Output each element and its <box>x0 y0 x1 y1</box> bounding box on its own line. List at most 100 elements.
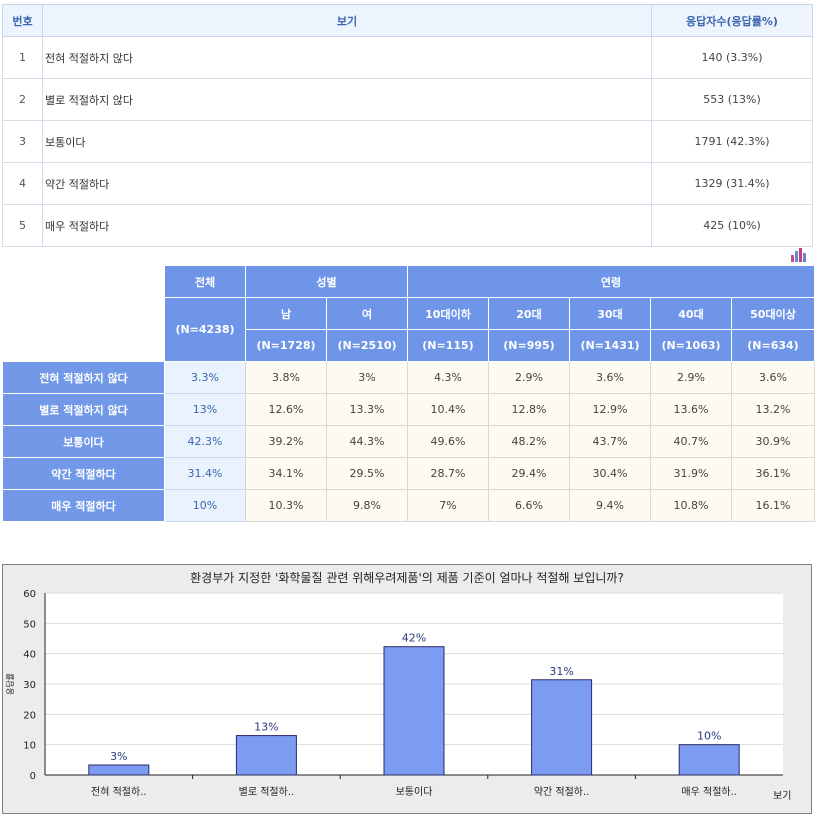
summary-row-value: 140 (3.3%) <box>651 36 813 79</box>
crosstab-column-n: (N=1063) <box>650 329 732 362</box>
crosstab-column-header: 50대이상 <box>731 297 815 330</box>
crosstab-column-header: 30대 <box>569 297 651 330</box>
bar-data-label: 13% <box>254 721 278 734</box>
crosstab-column-header: 10대이하 <box>407 297 489 330</box>
summary-row: 3 보통이다 1791 (42.3%) <box>2 120 813 163</box>
x-axis-label: 보기 <box>773 790 791 802</box>
summary-header-label: 보기 <box>42 4 652 37</box>
crosstab-row-label: 약간 적절하다 <box>2 457 165 490</box>
summary-row-label: 약간 적절하다 <box>42 162 652 205</box>
bar-data-label: 31% <box>549 665 573 678</box>
crosstab-cell: 36.1% <box>731 457 815 490</box>
crosstab-cell: 10.3% <box>245 489 327 522</box>
crosstab-cell: 30.9% <box>731 425 815 458</box>
crosstab-row-label: 매우 적절하다 <box>2 489 165 522</box>
crosstab-row-total: 42.3% <box>164 425 246 458</box>
crosstab-group-header: 연령 <box>407 265 815 298</box>
crosstab-cell: 48.2% <box>488 425 570 458</box>
crosstab-cell: 43.7% <box>569 425 651 458</box>
summary-row-label: 보통이다 <box>42 120 652 163</box>
crosstab-column-n: (N=634) <box>731 329 815 362</box>
summary-row-no: 3 <box>2 120 43 163</box>
summary-row-no: 2 <box>2 78 43 121</box>
crosstab-cell: 9.8% <box>326 489 408 522</box>
crosstab-column-n: (N=1431) <box>569 329 651 362</box>
crosstab-cell: 13.6% <box>650 393 732 426</box>
crosstab-cell: 9.4% <box>569 489 651 522</box>
chart-canvas: 0 10 20 30 40 50 60 응답률 3% 전혀 적절하.. 13% 별로 적절하.. 42%… <box>5 589 791 802</box>
crosstab-cell: 29.4% <box>488 457 570 490</box>
crosstab-total-label: 전체 <box>164 265 246 298</box>
crosstab-cell: 2.9% <box>650 361 732 394</box>
chart-title: 환경부가 지정한 '화학물질 관련 위해우려제품'의 제품 기준이 얼마나 적절… <box>190 571 624 585</box>
crosstab-column-row: (N=4238) 남 여 10대이하 20대 30대 40대 50대이상 <box>3 297 815 362</box>
summary-header-value: 응답자수(응답률%) <box>651 4 813 37</box>
crosstab-cell: 7% <box>407 489 489 522</box>
summary-row-label: 별로 적절하지 않다 <box>42 78 652 121</box>
crosstab-cell: 16.1% <box>731 489 815 522</box>
summary-row: 5 매우 적절하다 425 (10%) <box>2 204 813 247</box>
summary-row-label: 매우 적절하다 <box>42 204 652 247</box>
bar <box>383 646 445 776</box>
crosstab-cell: 44.3% <box>326 425 408 458</box>
crosstab-cell: 29.5% <box>326 457 408 490</box>
x-tick-label: 매우 적절하.. <box>681 785 737 798</box>
summary-row-value: 1329 (31.4%) <box>651 162 813 205</box>
crosstab-cell: 40.7% <box>650 425 732 458</box>
crosstab-cell: 30.4% <box>569 457 651 490</box>
crosstab-row-label: 전혀 적절하지 않다 <box>2 361 165 394</box>
crosstab-n-row: (N=1728) (N=2510) (N=115) (N=995) (N=1431) (N… <box>3 329 815 362</box>
y-tick-label: 20 <box>23 710 36 721</box>
crosstab-cell: 4.3% <box>407 361 489 394</box>
crosstab-cell: 12.8% <box>488 393 570 426</box>
crosstab-cell: 2.9% <box>488 361 570 394</box>
crosstab-row: 매우 적절하다 10% 10.3% 9.8% 7% 6.6% 9.4% 10.8% 16.1% <box>2 489 815 522</box>
x-tick-label: 전혀 적절하.. <box>91 785 147 798</box>
crosstab-cell: 3.6% <box>731 361 815 394</box>
summary-table: 번호 보기 응답자수(응답률%) 1 전혀 적절하지 않다 140 (3.3%) 2 별… <box>2 4 813 247</box>
crosstab-cell: 13.2% <box>731 393 815 426</box>
summary-header-row: 번호 보기 응답자수(응답률%) <box>2 4 813 37</box>
crosstab-row-total: 3.3% <box>164 361 246 394</box>
summary-row: 2 별로 적절하지 않다 553 (13%) <box>2 78 813 121</box>
crosstab-row-total: 13% <box>164 393 246 426</box>
summary-row-label: 전혀 적절하지 않다 <box>42 36 652 79</box>
crosstab-column-header: 40대 <box>650 297 732 330</box>
crosstab-column-n: (N=995) <box>488 329 570 362</box>
crosstab-column-header: 20대 <box>488 297 570 330</box>
bar-data-label: 42% <box>402 632 426 645</box>
crosstab-table: 전체 성별 연령 (N=4238) 남 여 10대이하 20대 30대 40대 50대이상 (… <box>2 265 815 522</box>
bar <box>531 679 593 776</box>
crosstab-cell: 3.6% <box>569 361 651 394</box>
crosstab-total-n: (N=4238) <box>164 297 246 362</box>
crosstab-row-total: 31.4% <box>164 457 246 490</box>
crosstab-row-total: 10% <box>164 489 246 522</box>
bar <box>678 744 740 776</box>
crosstab-column-n: (N=115) <box>407 329 489 362</box>
crosstab-column-header: 여 <box>326 297 408 330</box>
summary-row-value: 553 (13%) <box>651 78 813 121</box>
crosstab-column-n: (N=2510) <box>326 329 408 362</box>
crosstab-cell: 31.9% <box>650 457 732 490</box>
crosstab-row: 보통이다 42.3% 39.2% 44.3% 49.6% 48.2% 43.7% 40.7% 3… <box>2 425 815 458</box>
y-tick-label: 10 <box>23 741 36 752</box>
summary-header-no: 번호 <box>2 4 43 37</box>
y-tick-label: 30 <box>23 680 36 691</box>
x-tick-label: 별로 적절하.. <box>239 785 295 798</box>
crosstab-cell: 49.6% <box>407 425 489 458</box>
crosstab-cell: 12.9% <box>569 393 651 426</box>
crosstab-row: 별로 적절하지 않다 13% 12.6% 13.3% 10.4% 12.8% 12.9% 13… <box>2 393 815 426</box>
bar-chart-icon[interactable] <box>790 248 806 262</box>
bar <box>88 764 150 776</box>
y-tick-label: 40 <box>23 650 36 661</box>
crosstab-cell: 10.4% <box>407 393 489 426</box>
crosstab-cell: 34.1% <box>245 457 327 490</box>
crosstab-cell: 3.8% <box>245 361 327 394</box>
crosstab-cell: 13.3% <box>326 393 408 426</box>
crosstab-row-label: 별로 적절하지 않다 <box>2 393 165 426</box>
summary-row-no: 1 <box>2 36 43 79</box>
bar-data-label: 3% <box>110 750 127 763</box>
summary-row: 4 약간 적절하다 1329 (31.4%) <box>2 162 813 205</box>
summary-row: 1 전혀 적절하지 않다 140 (3.3%) <box>2 36 813 79</box>
crosstab-cell: 39.2% <box>245 425 327 458</box>
